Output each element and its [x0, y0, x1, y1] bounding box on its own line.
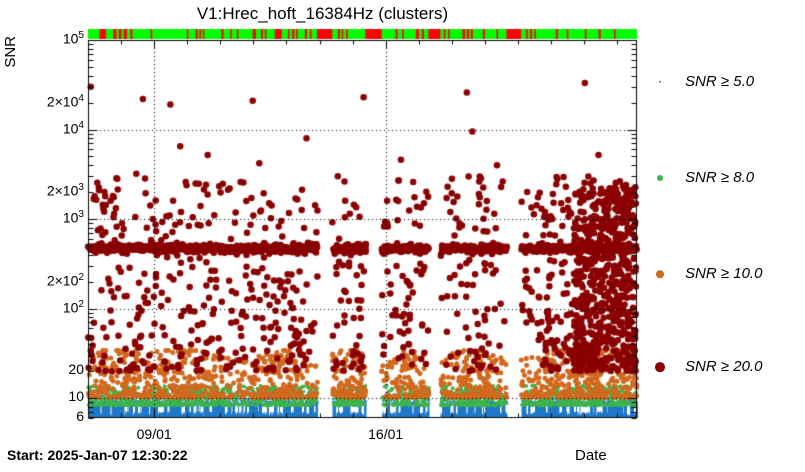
scatter-plot-canvas [0, 0, 805, 472]
